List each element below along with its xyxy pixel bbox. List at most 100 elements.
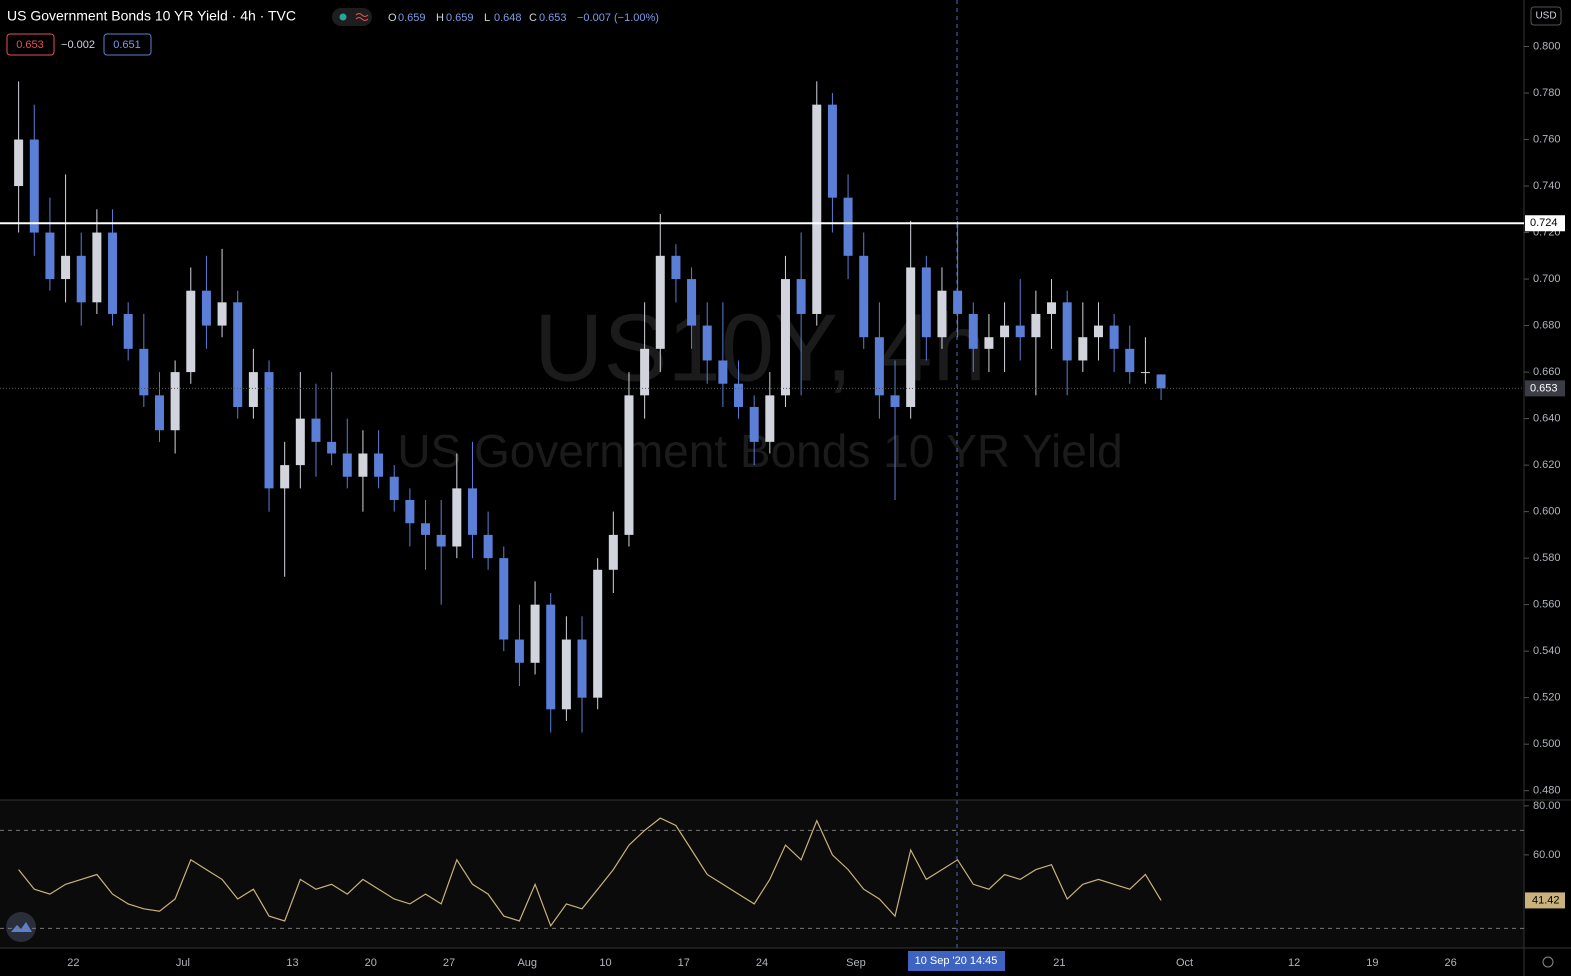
candle-body [593, 569, 603, 698]
settings[interactable] [1542, 956, 1554, 968]
candle-body [655, 255, 665, 349]
ohlc-value: 0.653 [539, 12, 567, 24]
candle-body [123, 313, 133, 349]
rsi-line [18, 817, 1162, 928]
ohlc-change: −0.007 (−1.00%) [577, 12, 659, 24]
candle-body [796, 279, 806, 314]
candle-body [217, 302, 227, 326]
title[interactable]: US Government Bonds 10 YR Yield · 4h · T… [7, 8, 296, 24]
candle-body [859, 255, 869, 338]
candle-body [1078, 337, 1088, 361]
status-icon [355, 13, 369, 21]
ohlc-key: C [529, 12, 537, 24]
x-tick-label: 26 [1444, 957, 1456, 969]
candle-body [546, 604, 556, 710]
y-tick-label: 0.780 [1533, 87, 1561, 99]
candle-body [624, 395, 634, 535]
candle-body [1000, 325, 1010, 338]
candle-body [92, 232, 102, 303]
candle-body [827, 104, 837, 198]
x-tick-label: Oct [1176, 957, 1193, 969]
watermark-name: US Government Bonds 10 YR Yield [397, 425, 1122, 477]
spread: −0.002 [61, 39, 95, 51]
x-tick-label: 21 [1053, 957, 1065, 969]
candle-body [405, 500, 415, 524]
y-tick-label: 0.580 [1533, 552, 1561, 564]
candle-body [749, 406, 759, 442]
rsi-y-tick-label: 60.00 [1533, 849, 1561, 861]
candle-body [968, 313, 978, 349]
candle-body [1156, 374, 1166, 389]
x-tick-label: 13 [286, 957, 298, 969]
y-tick-label: 0.540 [1533, 645, 1561, 657]
candle-body [577, 639, 587, 698]
x-tick-label: Jul [176, 957, 190, 969]
status-pill[interactable] [332, 8, 372, 26]
crosshair-label-box [908, 951, 1005, 971]
y-tick-label: 0.740 [1533, 180, 1561, 192]
y-tick-label: 0.480 [1533, 785, 1561, 797]
candle-body [436, 534, 446, 547]
candle-body [280, 465, 290, 489]
y-tick-label: 0.620 [1533, 459, 1561, 471]
candle-body [702, 325, 712, 361]
crosshair-label: 10 Sep '20 14:45 [915, 955, 998, 967]
candle-body [530, 604, 540, 663]
candle-body [671, 255, 681, 280]
candle-body [374, 453, 384, 477]
candle-body [514, 639, 524, 663]
candle-body [467, 488, 477, 535]
rsi-value-box [1525, 892, 1565, 909]
candle-body [327, 441, 337, 454]
candle-body [170, 372, 180, 431]
logo-icon [11, 922, 32, 932]
candle-body [906, 267, 916, 407]
x-tick-label: 20 [365, 957, 377, 969]
logo[interactable] [6, 912, 36, 942]
candle-body [843, 197, 853, 256]
currency: USD [1535, 11, 1556, 22]
y-tick-label: 0.600 [1533, 506, 1561, 518]
x-tick-label: 19 [1366, 957, 1378, 969]
x-tick-label: 17 [678, 957, 690, 969]
candle-body [45, 232, 55, 280]
candle-body [561, 639, 571, 710]
ohlc-value: 0.659 [446, 12, 474, 24]
ohlc-value: 0.659 [398, 12, 426, 24]
candle-body [483, 534, 493, 559]
candle-body [687, 279, 697, 326]
candle-body [233, 302, 243, 407]
candle-body [186, 290, 196, 373]
hline-label: 0.724 [1530, 217, 1558, 229]
x-tick-label: 10 [599, 957, 611, 969]
candle-body [734, 383, 744, 407]
currency-box[interactable] [1530, 6, 1562, 26]
candle-body [295, 418, 305, 466]
candle-body [874, 337, 884, 396]
bid: 0.653 [16, 39, 44, 51]
candle-body [984, 337, 994, 349]
candle-body [14, 139, 24, 187]
x-tick-label: 24 [756, 957, 768, 969]
candle-body [765, 395, 775, 442]
candle-body [311, 418, 321, 442]
rsi-y-tick-label: 80.00 [1533, 800, 1561, 812]
candle-body [1109, 325, 1119, 349]
ask-box[interactable] [103, 33, 152, 56]
status-dot [339, 13, 347, 21]
candle-body [1125, 348, 1135, 373]
rsi-value-label: 41.42 [1532, 894, 1560, 906]
candle-body [108, 232, 118, 314]
x-tick-label: 22 [67, 957, 79, 969]
y-tick-label: 0.500 [1533, 738, 1561, 750]
candle-body [1047, 302, 1057, 314]
bid-box[interactable] [6, 33, 55, 56]
ohlc-key: H [436, 12, 444, 24]
candle-body [201, 290, 211, 326]
y-tick-label: 0.760 [1533, 133, 1561, 145]
candle-body [452, 488, 462, 547]
x-tick-label: 12 [1288, 957, 1300, 969]
candle-body [248, 372, 258, 407]
